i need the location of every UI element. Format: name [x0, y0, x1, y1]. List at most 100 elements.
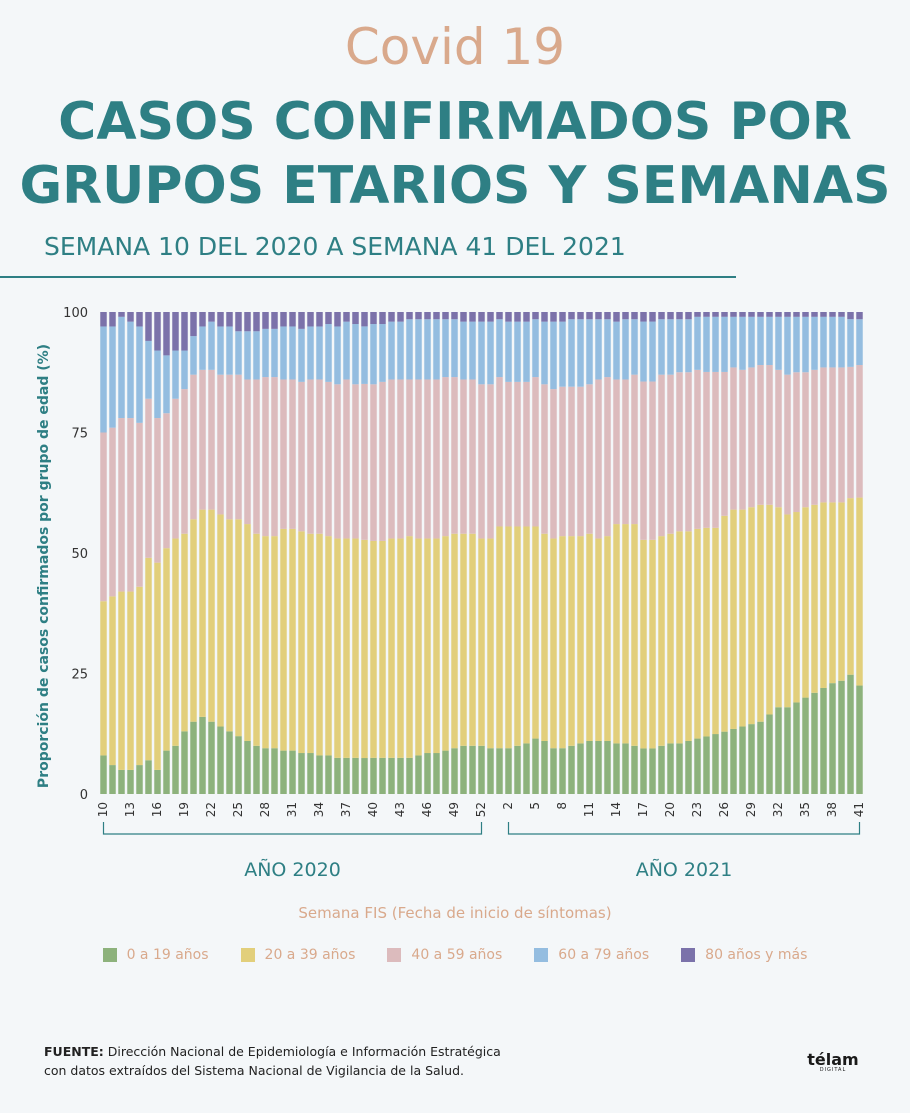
bar-segment: [604, 740, 611, 794]
bar-segment: [550, 389, 557, 539]
bar-segment: [739, 726, 746, 794]
bar-segment: [766, 316, 773, 366]
bar-segment: [379, 381, 386, 541]
bar-segment: [415, 379, 422, 539]
bar-segment: [406, 312, 413, 320]
bar-segment: [613, 321, 620, 380]
bar-segment: [298, 753, 305, 794]
bar-segment: [649, 748, 656, 794]
bar-segment: [703, 312, 710, 317]
bar-segment: [739, 509, 746, 727]
source-note: FUENTE: Dirección Nacional de Epidemiolo…: [44, 1042, 501, 1080]
bar-segment: [523, 321, 530, 382]
legend-swatch: [102, 948, 117, 962]
bar-segment: [856, 365, 863, 498]
bar-segment: [451, 312, 458, 320]
bar-segment: [154, 769, 161, 794]
bar-segment: [667, 533, 674, 744]
bar-segment: [424, 312, 431, 320]
bar-segment: [586, 384, 593, 534]
bar-segment: [559, 536, 566, 749]
bar-segment: [100, 755, 107, 794]
bar-segment: [280, 750, 287, 794]
bar-segment: [487, 538, 494, 749]
bar-segment: [244, 312, 251, 332]
bar-segment: [469, 745, 476, 794]
bar-segment: [703, 527, 710, 737]
bar-segment: [307, 379, 314, 534]
bar-segment: [595, 319, 602, 380]
bar-segment: [496, 526, 503, 749]
bar-segment: [118, 418, 125, 592]
x-tick-label: 37: [339, 802, 353, 817]
bar-segment: [352, 312, 359, 325]
x-tick-label: 40: [366, 802, 380, 817]
bar-segment: [361, 758, 368, 794]
bar-segment: [757, 721, 764, 794]
bar-segment: [739, 369, 746, 510]
bar-segment: [136, 422, 143, 587]
bar-segment: [838, 367, 845, 503]
bar-segment: [343, 379, 350, 539]
bar-segment: [253, 379, 260, 534]
bar-segment: [550, 748, 557, 794]
bar-segment: [541, 533, 548, 741]
bar-segment: [136, 326, 143, 423]
logo-text: télam: [807, 1050, 859, 1069]
bar-segment: [793, 312, 800, 317]
bar-segment: [451, 748, 458, 794]
bar-segment: [163, 548, 170, 751]
bar-segment: [487, 321, 494, 385]
bar-segment: [676, 372, 683, 532]
bar-segment: [541, 384, 548, 534]
bar-segment: [262, 748, 269, 794]
bar-segment: [289, 528, 296, 751]
bar-segment: [154, 312, 161, 351]
title-line-2: GRUPOS ETARIOS Y SEMANAS: [19, 156, 891, 216]
bar-segment: [208, 321, 215, 370]
bar-segment: [694, 738, 701, 794]
bar-segment: [829, 683, 836, 794]
bar-segment: [154, 562, 161, 770]
bar-segment: [181, 389, 188, 534]
x-tick-label: 14: [609, 802, 623, 817]
bar-segment: [118, 769, 125, 794]
x-tick-label: 11: [582, 802, 596, 817]
bar-segment: [271, 312, 278, 329]
bar-segment: [343, 757, 350, 794]
bar-segment: [712, 527, 719, 735]
bar-segment: [298, 381, 305, 532]
bar-segment: [658, 536, 665, 746]
bar-segment: [658, 374, 665, 537]
y-tick-label: 75: [71, 427, 88, 442]
bar-segment: [748, 367, 755, 508]
bar-segment: [730, 728, 737, 794]
bar-segment: [163, 355, 170, 414]
bar-segment: [406, 379, 413, 537]
bar-segment: [748, 316, 755, 368]
x-tick-label: 10: [96, 802, 110, 817]
bar-segment: [730, 509, 737, 729]
bar-segment: [541, 740, 548, 794]
bar-segment: [415, 755, 422, 794]
bar-segment: [703, 316, 710, 372]
bar-segment: [343, 321, 350, 380]
bar-segment: [595, 379, 602, 539]
bar-segment: [541, 321, 548, 385]
bar-segment: [181, 312, 188, 351]
bar-segment: [478, 745, 485, 794]
legend-item: 80 años y más: [681, 947, 807, 963]
bar-segment: [712, 316, 719, 372]
year-bracket: [507, 822, 861, 835]
bar-segment: [811, 312, 818, 317]
bar-segment: [793, 702, 800, 794]
bar-segment: [514, 745, 521, 794]
bar-segment: [226, 731, 233, 794]
bar-segment: [496, 312, 503, 320]
bar-segment: [568, 319, 575, 387]
bar-segment: [244, 379, 251, 525]
bar-segment: [739, 316, 746, 370]
bar-segment: [784, 707, 791, 794]
bar-segment: [172, 538, 179, 746]
x-tick-label: 34: [312, 802, 326, 817]
